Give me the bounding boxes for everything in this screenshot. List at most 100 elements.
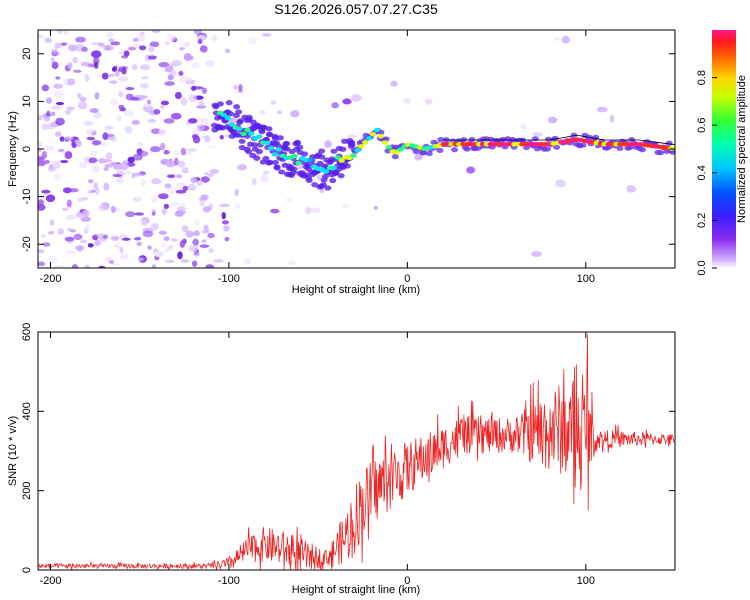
colorbar-tick-label: 0.8 — [696, 70, 708, 85]
spectrogram-cell — [174, 91, 182, 100]
spectrogram-cell — [322, 173, 330, 179]
spectrogram-cell — [221, 211, 226, 220]
spectrogram-cell — [103, 234, 108, 239]
spectrogram-cell — [224, 236, 230, 242]
spectrogram-cell — [305, 207, 312, 214]
spectrogram-cell — [420, 149, 428, 156]
spectrogram-cell — [103, 167, 109, 171]
spectrogram-cell — [132, 37, 139, 42]
spectrogram-cell — [665, 140, 673, 146]
spectrogram-cell — [109, 80, 118, 85]
spectrogram-cell — [153, 250, 164, 257]
spectrogram-cell — [78, 162, 88, 169]
spectrogram-cell — [81, 46, 88, 53]
snr-y-tick-label: 0 — [21, 567, 33, 573]
spectrogram-cell — [296, 144, 304, 150]
spectrogram-cell — [44, 145, 54, 151]
spectrogram-cell — [579, 142, 587, 148]
spectrogram-cell — [103, 182, 110, 191]
spectrogram-cell — [463, 146, 471, 152]
spectrogram-cell — [193, 251, 201, 257]
spectrogram-cell — [180, 97, 188, 106]
spectrogram-cell — [194, 86, 204, 90]
spectrogram-cell — [176, 206, 186, 211]
spectrogram-cell — [270, 208, 280, 214]
snr-x-tick-label: -200 — [39, 575, 61, 587]
spectrogram-cell — [237, 164, 247, 171]
spectrogram-cell — [108, 260, 115, 264]
spectrogram-cell — [47, 231, 55, 235]
spectrogram-cell — [233, 104, 241, 110]
spectrogram-cell — [170, 238, 178, 242]
spectrogram-cell — [616, 145, 624, 151]
spectrogram-cell — [108, 73, 115, 78]
spectrogram-cell — [137, 257, 144, 262]
spectrogram-cell — [219, 134, 224, 140]
spectrogram-cell — [204, 135, 211, 143]
spectrogram-cell — [547, 116, 558, 124]
spectrogram-cell — [235, 203, 241, 209]
spectrogram-cell — [147, 55, 157, 60]
spectrogram-cell — [71, 141, 76, 148]
spectrogram-cell — [174, 157, 179, 166]
figure-title: S126.2026.057.07.27.C35 — [274, 1, 438, 17]
spectrogram-cell — [165, 160, 176, 168]
spectrogram-cell — [187, 183, 197, 191]
spectrogram-ridge-cell — [220, 112, 228, 118]
spectrogram-cell — [199, 199, 205, 207]
spectrogram-cell — [319, 182, 327, 188]
spectrogram-cell — [59, 136, 65, 142]
spectrogram-cell — [245, 149, 253, 155]
spectrogram-cell — [38, 34, 44, 39]
spectrogram-ridge-cell — [240, 131, 247, 137]
spectrogram-cell — [337, 173, 345, 179]
colorbar-tick-label: 0.6 — [696, 118, 708, 133]
spectrogram-cell — [125, 86, 135, 91]
spectrogram-ridge-cell — [267, 146, 275, 151]
spectrogram-cell — [243, 258, 251, 265]
spectrogram-cell — [121, 66, 127, 75]
spectrogram-cell — [290, 109, 300, 118]
spectrogram-cell — [55, 101, 65, 106]
colorbar-gradient — [712, 30, 736, 268]
spectrogram-cell — [188, 118, 198, 124]
spectrogram-cell — [236, 118, 244, 124]
spectrogram-cell — [88, 179, 94, 184]
spectrogram-cell — [77, 92, 82, 99]
spectrogram-cell — [318, 148, 326, 154]
spectrogram-cell — [183, 41, 191, 48]
spectrogram-cell — [347, 134, 358, 139]
spectrogram-cell — [91, 140, 102, 146]
spectrogram-cell — [42, 242, 51, 247]
spectrogram-cell — [147, 118, 157, 123]
spectrogram-cell — [555, 179, 566, 188]
spectrogram-cell — [271, 159, 279, 166]
spectrogram-cell — [151, 178, 162, 185]
spectrogram-cell — [86, 129, 94, 134]
spectrogram-cell — [238, 138, 246, 144]
spectrogram-cell — [265, 132, 273, 138]
spectrogram-cell — [225, 133, 230, 139]
spectrogram-cell — [211, 34, 218, 43]
spectrogram-cell — [208, 248, 214, 254]
spectrogram-cell — [167, 74, 174, 81]
spectrogram-cell — [178, 47, 185, 51]
colorbar-tick-label: 0.0 — [696, 260, 708, 275]
spectrogram-cell — [553, 144, 561, 150]
spectrogram-cell — [60, 42, 68, 46]
spectrogram-cell — [64, 236, 75, 242]
spectrogram-ridge-cell — [369, 131, 377, 137]
spectrogram-cell — [123, 110, 134, 117]
spectrogram-cell — [142, 230, 154, 238]
spectrogram-ridge-cell — [334, 155, 341, 160]
spectrogram-cell — [266, 159, 274, 165]
spectrogram-ridge-cell — [263, 140, 271, 146]
spectrogram-cell — [286, 197, 293, 203]
spectrogram-cell — [124, 126, 133, 134]
spectrogram-cell — [105, 152, 113, 160]
spectrogram-ridge-cell — [248, 131, 255, 136]
spectrogram-cell — [543, 146, 551, 152]
spectrogram-cell — [57, 228, 65, 235]
spectrogram-cell — [196, 124, 206, 132]
spectrogram-y-tick-label: 20 — [21, 48, 33, 60]
